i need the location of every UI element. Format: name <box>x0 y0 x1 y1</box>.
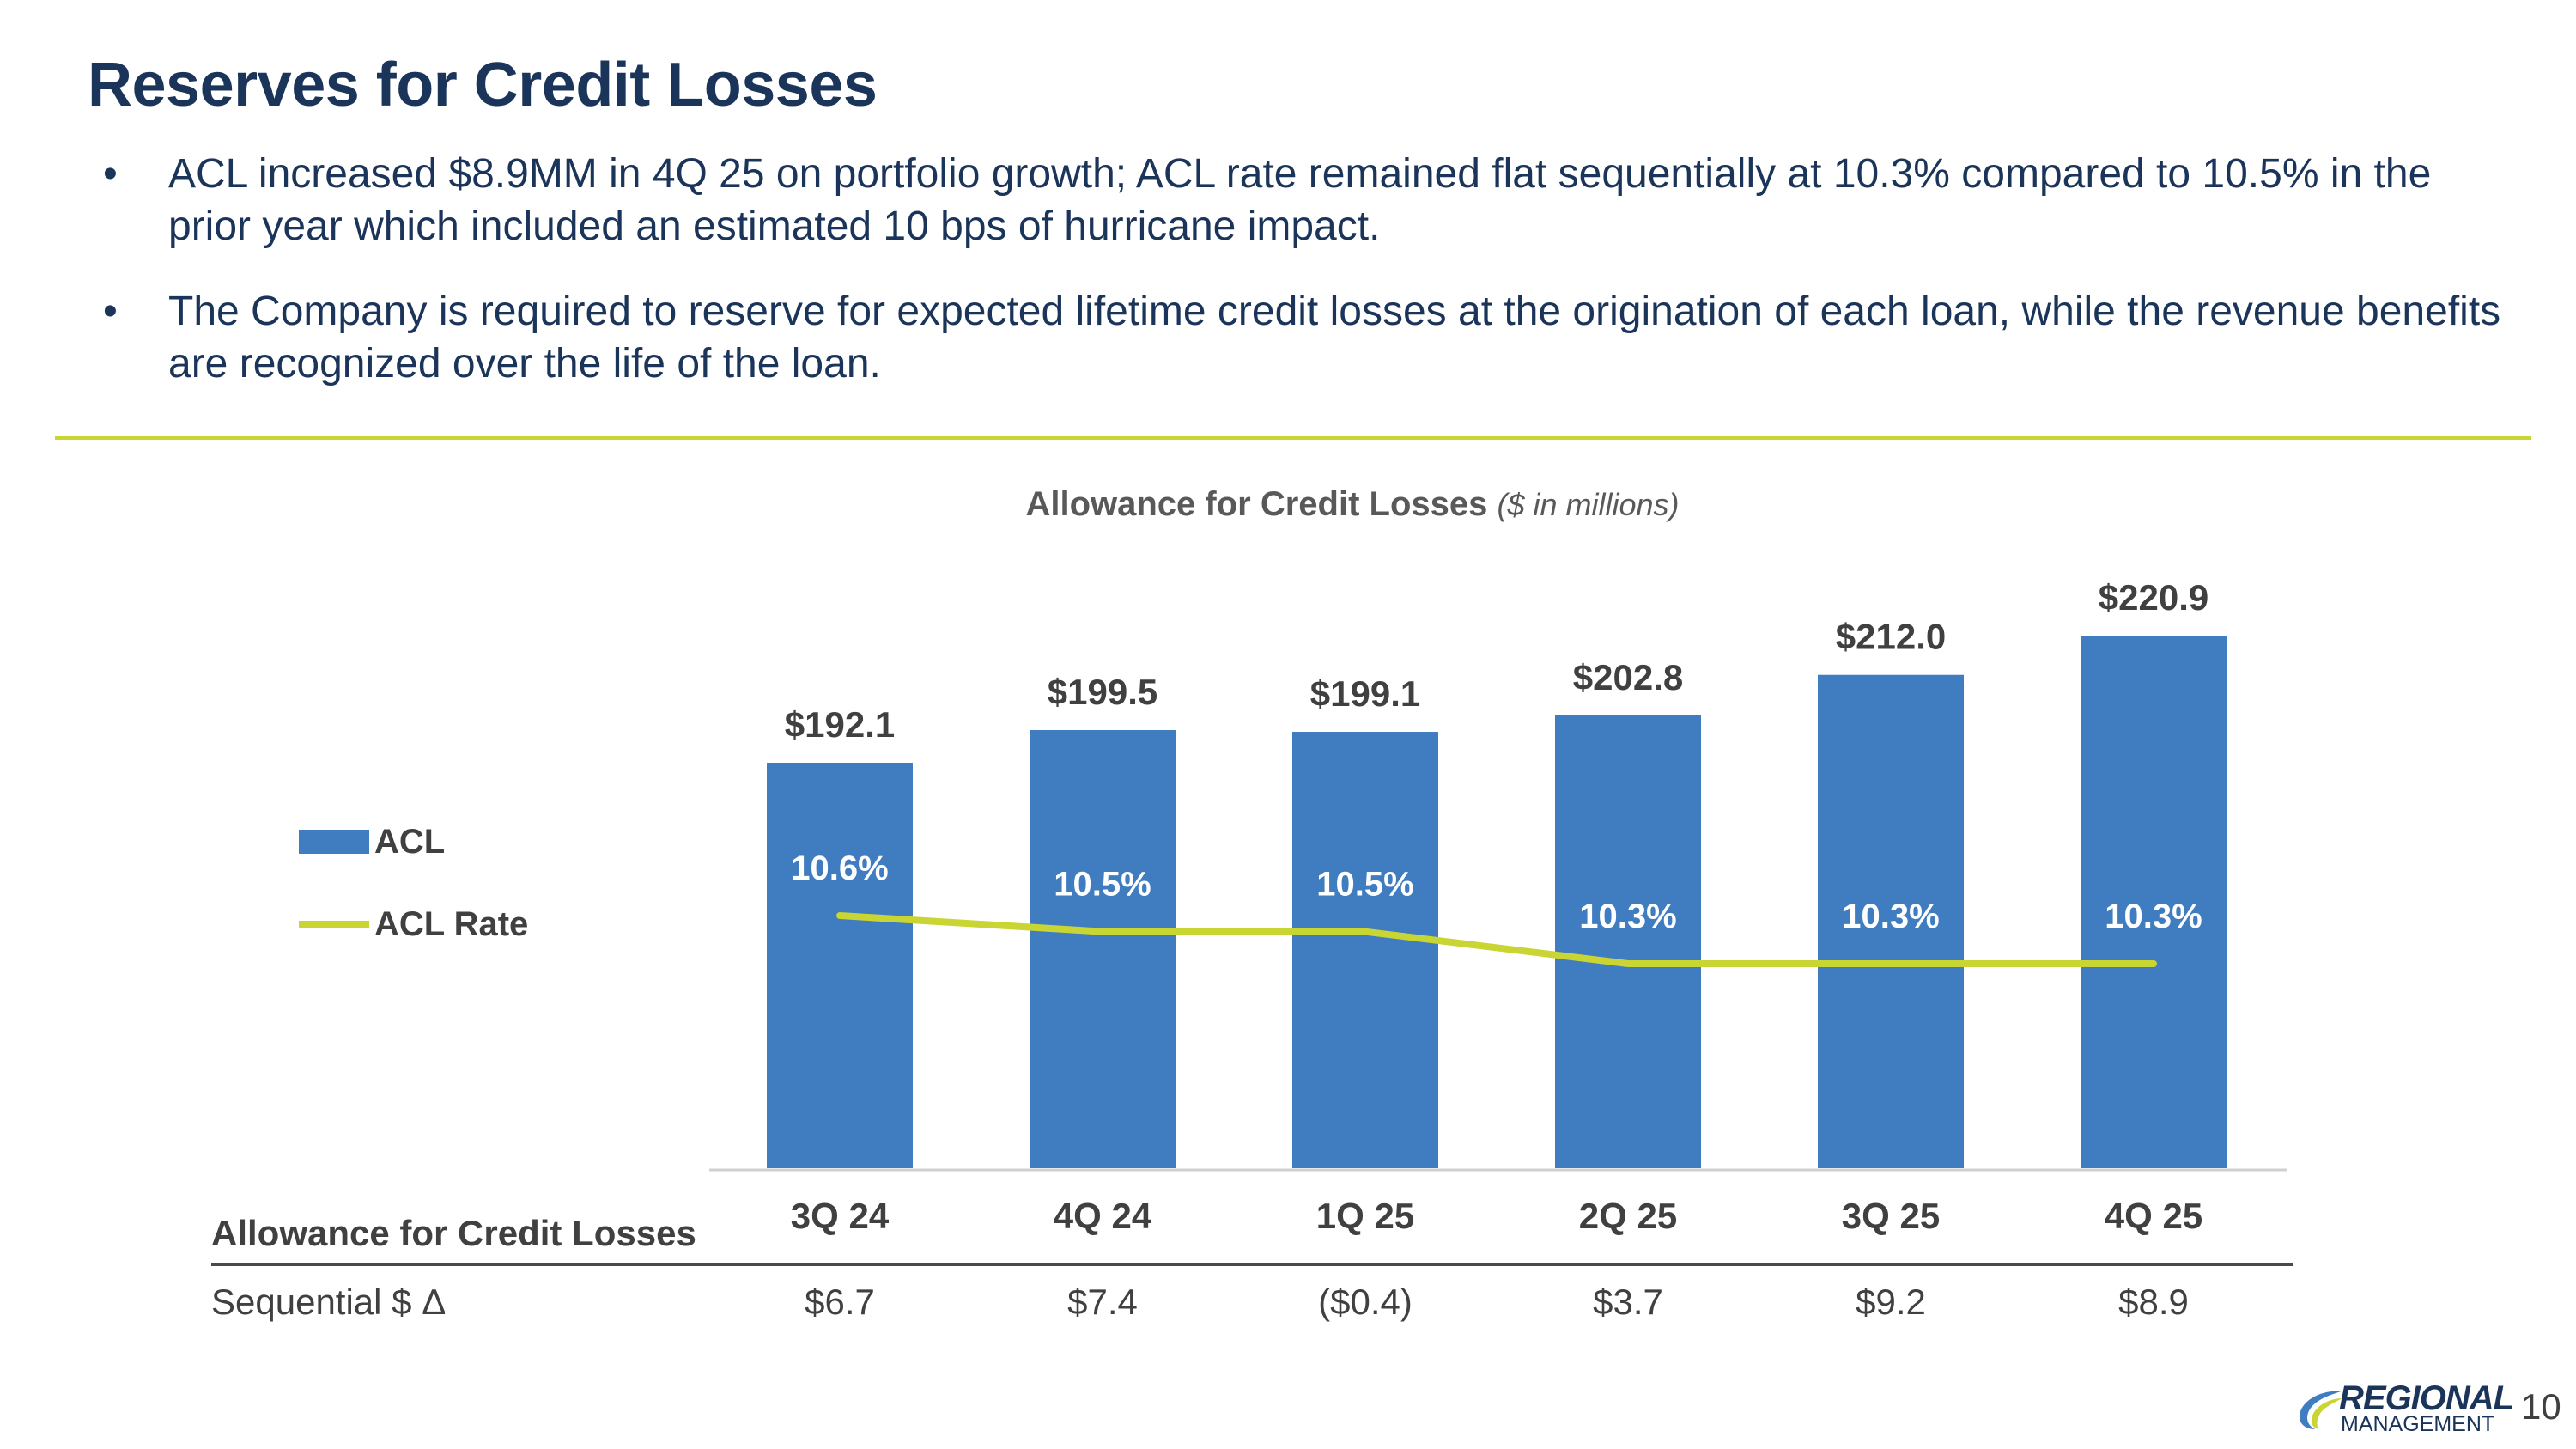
acl-bar <box>1030 729 1176 1168</box>
legend-line-swatch <box>299 921 369 928</box>
acl-rate-line <box>836 912 2157 967</box>
legend-label-acl: ACL <box>374 822 446 861</box>
bar-value-label: $199.1 <box>1310 673 1420 714</box>
sequential-value: $6.7 <box>805 1282 875 1322</box>
acl-bar <box>1818 674 1964 1168</box>
bar-value-label: $192.1 <box>785 704 895 745</box>
legend-label-acl-rate: ACL Rate <box>374 904 529 943</box>
bar-value-label: $212.0 <box>1836 617 1946 657</box>
acl-bar <box>1555 715 1701 1168</box>
rate-data-label: 10.5% <box>1316 866 1413 904</box>
sequential-value: $7.4 <box>1067 1282 1138 1322</box>
rate-data-label: 10.3% <box>1842 898 1939 935</box>
company-logo: REGIONAL MANAGEMENT <box>2296 1379 2519 1436</box>
bar-value-label: $220.9 <box>2099 577 2208 618</box>
logo-text-line1: REGIONAL <box>2339 1379 2514 1417</box>
table-header-label: Allowance for Credit Losses <box>211 1213 696 1253</box>
rate-data-label: 10.3% <box>2105 898 2202 935</box>
legend-bar-swatch <box>299 830 369 854</box>
acl-bar <box>767 763 913 1168</box>
x-tick-label: 4Q 24 <box>1054 1196 1152 1236</box>
chart-title-main: Allowance for Credit Losses <box>1025 485 1488 523</box>
x-tick-label: 4Q 25 <box>2105 1196 2202 1236</box>
bullet-list: • ACL increased $8.9MM in 4Q 25 on portf… <box>103 148 2507 423</box>
acl-bar <box>1292 732 1438 1168</box>
rate-data-label: 10.3% <box>1579 898 1676 935</box>
bar-value-label: $199.5 <box>1048 672 1157 712</box>
chart-title-units: ($ in millions) <box>1497 487 1680 522</box>
table-row-label: Sequential $ Δ <box>211 1282 447 1322</box>
x-tick-label: 1Q 25 <box>1316 1196 1414 1236</box>
chart-legend: ACL ACL Rate <box>299 816 528 981</box>
page-number: 10 <box>2521 1386 2561 1427</box>
logo-text-line2: MANAGEMENT <box>2341 1412 2495 1436</box>
sequential-value: $8.9 <box>2118 1282 2189 1322</box>
table-divider <box>211 1263 2293 1266</box>
sequential-value: $9.2 <box>1856 1282 1926 1322</box>
bullet-item: • The Company is required to reserve for… <box>103 285 2507 390</box>
bullet-item: • ACL increased $8.9MM in 4Q 25 on portf… <box>103 148 2507 253</box>
x-tick-label: 3Q 25 <box>1842 1196 1940 1236</box>
legend-item-acl-rate: ACL Rate <box>299 898 528 950</box>
chart-title: Allowance for Credit Losses ($ in millio… <box>0 485 2576 524</box>
bullet-text: ACL increased $8.9MM in 4Q 25 on portfol… <box>168 151 2432 249</box>
bar-value-label: $202.8 <box>1573 657 1683 697</box>
sequential-value: ($0.4) <box>1318 1282 1413 1322</box>
bullet-dot-icon: • <box>103 151 118 197</box>
sequential-value: $3.7 <box>1593 1282 1663 1322</box>
divider-line <box>55 436 2531 440</box>
logo-swoosh-icon <box>2299 1391 2342 1429</box>
slide-title: Reserves for Credit Losses <box>88 51 878 119</box>
bullet-text: The Company is required to reserve for e… <box>168 289 2501 387</box>
acl-bar <box>2081 636 2227 1168</box>
rate-data-label: 10.5% <box>1054 866 1151 904</box>
x-tick-label: 3Q 24 <box>791 1196 890 1236</box>
bullet-dot-icon: • <box>103 289 118 334</box>
rate-data-label: 10.6% <box>791 849 888 887</box>
legend-item-acl: ACL <box>299 816 528 868</box>
x-tick-label: 2Q 25 <box>1579 1196 1677 1236</box>
